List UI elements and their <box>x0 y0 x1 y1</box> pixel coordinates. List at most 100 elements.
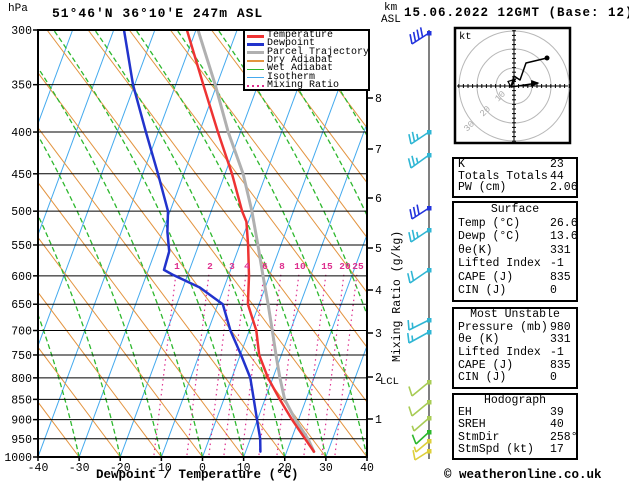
wind-barb-feather <box>409 34 413 45</box>
wind-barb <box>408 380 432 397</box>
wind-barb-feather <box>408 406 413 417</box>
wind-barb-station-marker <box>427 439 432 444</box>
stat-label: CIN (J) <box>458 284 507 298</box>
legend-line-swatch <box>247 42 264 46</box>
wind-barb <box>411 416 432 432</box>
temperature-line <box>185 30 316 453</box>
legend-item: Parcel Trajectory <box>247 47 369 57</box>
wind-barb <box>407 153 432 169</box>
wind-barb-station-marker <box>427 268 432 273</box>
isotherm-line <box>325 344 367 457</box>
wind-barb <box>411 430 432 445</box>
km-tick-label: 6 <box>375 193 382 206</box>
wind-barb-half-feather <box>411 425 415 432</box>
wind-barb-staff <box>410 229 430 243</box>
wind-barb-feather <box>411 155 416 166</box>
altitude-unit-km-label: km <box>384 2 398 14</box>
wind-barb-half-feather <box>413 446 417 453</box>
pressure-axis-labels: 300 350 400 450 500 550 600 650 700 750 800 850 900 9… <box>4 25 38 465</box>
stat-row: Lifted Index -1 <box>454 257 576 271</box>
wind-barb-half-feather <box>411 335 414 342</box>
stat-label: StmSpd (kt) <box>458 442 534 456</box>
stat-value: 39 <box>550 406 564 420</box>
pressure-tick-label: 350 <box>11 80 32 93</box>
mixing-ratio-line <box>208 271 232 456</box>
wind-barb <box>408 228 432 243</box>
legend: Temperature Dewpoint Parcel Trajectory Dry … <box>243 29 370 91</box>
stat-row: CIN (J) 0 <box>454 372 576 385</box>
isotherm-line <box>243 122 367 457</box>
date-title: 15.06.2022 12GMT (Base: 12) <box>404 6 629 20</box>
wind-barb-feather <box>411 229 416 240</box>
hodograph-origin-arrow <box>507 77 517 89</box>
wind-barb-staff <box>415 431 430 445</box>
wind-barb-staff <box>415 440 430 453</box>
wind-barb-station-marker <box>427 228 432 233</box>
wind-barb-staff <box>408 319 430 331</box>
pressure-tick-label: 450 <box>11 169 32 182</box>
km-tick-label: 7 <box>375 144 382 157</box>
stat-row: θe (K) 331 <box>454 334 576 347</box>
stat-label: Dewp (°C) <box>458 230 521 244</box>
wind-barb-feather <box>407 158 412 169</box>
mixing-ratio-axis-label: Mixing Ratio (g/kg) <box>391 230 404 362</box>
indices-box-title: Most Unstable <box>470 308 560 321</box>
stat-row: CAPE (J) 835 <box>454 271 576 285</box>
stat-row: Lifted Index -1 <box>454 346 576 360</box>
pressure-tick-label: 800 <box>11 373 32 386</box>
mixing-ratio-line <box>321 271 345 456</box>
stat-row: Totals Totals 44 <box>454 169 576 183</box>
wind-barb-feather <box>407 319 410 331</box>
wind-barb-staff <box>411 207 430 220</box>
stat-label: PW (cm) <box>458 181 507 195</box>
wind-barb-feather <box>411 131 416 142</box>
temp-tick-label: -40 <box>28 462 49 475</box>
legend-item-label: Dry Adiabat <box>267 55 334 67</box>
mixing-ratio-value-label: 10 <box>294 261 306 272</box>
wind-barb-station-marker <box>427 330 432 335</box>
wind-barb-station-marker <box>427 380 432 385</box>
mixing-ratio-line <box>186 271 210 456</box>
wind-barb-feather <box>412 31 417 42</box>
pressure-tick-label: 750 <box>11 350 32 363</box>
wind-barb-staff <box>413 417 430 432</box>
wind-barb-station-marker <box>427 130 432 135</box>
wind-barb-feather <box>412 450 416 461</box>
wind-barb-feather <box>412 206 417 217</box>
temp-tick-label: -20 <box>110 462 131 475</box>
temp-axis-labels: -40 -30 -20 -10 0 10 20 30 40 <box>28 457 374 475</box>
wind-barb <box>409 204 432 220</box>
legend-item-label: Dewpoint <box>267 38 316 50</box>
legend-line-swatch <box>247 84 264 87</box>
stat-value: 331 <box>550 333 571 347</box>
wind-barb-station-marker <box>427 449 432 454</box>
wind-barb-station-marker <box>427 400 432 405</box>
wind-barb-feather <box>411 434 417 445</box>
legend-item: Wet Adiabat <box>247 64 368 74</box>
stat-value: 17 <box>550 442 564 456</box>
mixing-ratio-value-label: 25 <box>352 261 364 272</box>
legend-item: Mixing Ratio <box>247 80 368 90</box>
legend-line-swatch <box>247 68 264 71</box>
pressure-tick-label: 1000 <box>4 452 32 465</box>
stat-value: 44 <box>550 169 564 183</box>
km-tick-label: 5 <box>375 243 382 256</box>
stat-label: Temp (°C) <box>458 216 521 230</box>
dry-adiabat-line <box>38 126 286 457</box>
pressure-gridlines <box>38 84 367 440</box>
stat-value: -1 <box>550 346 564 360</box>
indices-box: Most Unstable Pressure (mb) 980 θe (K) 331 Li… <box>452 307 578 389</box>
dewpoint-line <box>122 30 262 453</box>
skewt-background <box>38 30 367 457</box>
pressure-tick-label: 300 <box>11 25 32 38</box>
stat-label: K <box>458 158 465 171</box>
hodograph-unit-label: kt <box>459 31 472 43</box>
stat-row: CIN (J) 0 <box>454 284 576 298</box>
mixing-ratio-value-label: 15 <box>321 261 333 272</box>
stat-label: EH <box>458 406 472 420</box>
wet-adiabat-line <box>38 213 121 457</box>
pressure-tick-label: 900 <box>11 415 32 428</box>
wind-barb-feather <box>416 29 420 40</box>
isotherm-line <box>38 30 74 125</box>
